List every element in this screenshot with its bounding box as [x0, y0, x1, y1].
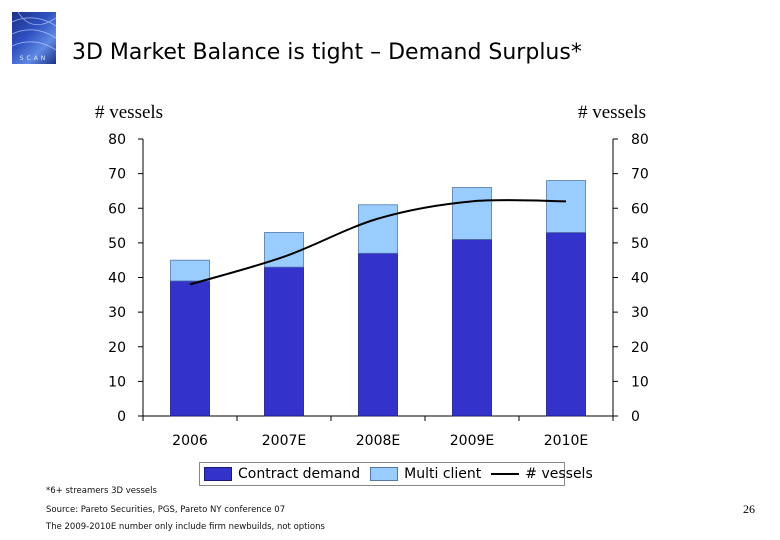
bar-multi-client	[170, 259, 210, 282]
x-tick-label: 2010E	[544, 433, 588, 449]
bar-multi-client	[358, 204, 398, 254]
x-tick-label: 2009E	[450, 433, 494, 449]
line-vessels	[189, 199, 567, 286]
legend-label-contract-demand: Contract demand	[238, 466, 361, 482]
bar-multi-client	[452, 187, 492, 240]
legend-line-vessels	[491, 473, 520, 475]
page-number: 26	[743, 502, 755, 516]
y-tick-label-left: 50	[108, 236, 126, 252]
y-tick-label-left: 10	[108, 374, 126, 390]
y-tick-label-left: 60	[108, 201, 126, 217]
logo-graphic	[12, 12, 56, 51]
y-tick-label-right: 80	[631, 132, 649, 148]
y-tick-label-right: 40	[631, 271, 649, 287]
y-tick-label-left: 40	[108, 271, 126, 287]
y-tick-label-left: 80	[108, 132, 126, 148]
chart-legend: Contract demand Multi client # vessels	[199, 462, 593, 486]
y-axis-right-title: # vessels	[578, 102, 647, 123]
y-axis-left-title: # vessels	[95, 102, 164, 123]
stacked-bar-chart: 0 0 10 10 20 20 30 30 40 40 50 50 60 60 70 70 80 80 2006 20…	[108, 132, 649, 449]
y-tick-label-right: 70	[631, 167, 649, 183]
source-note: Source: Pareto Securities, PGS, Pareto N…	[46, 505, 286, 515]
legend-item-multi-client: Multi client	[370, 466, 481, 482]
y-tick-label-right: 60	[631, 201, 649, 217]
bar-contract-demand	[452, 239, 492, 417]
slide-title: 3D Market Balance is tight – Demand Surp…	[72, 40, 582, 65]
bar-contract-demand	[546, 232, 586, 417]
bar-contract-demand	[264, 266, 304, 417]
legend-swatch-multi-client	[370, 467, 399, 481]
x-tick-label: 2008E	[356, 433, 400, 449]
logo-text: SCAN	[19, 55, 49, 62]
legend-label-multi-client: Multi client	[404, 466, 482, 482]
y-tick-label-left: 20	[108, 340, 126, 356]
bar-multi-client	[546, 180, 586, 233]
disclaimer-note: The 2009-2010E number only include firm …	[46, 522, 325, 532]
bar-contract-demand	[358, 252, 398, 417]
y-tick-label-right: 20	[631, 340, 649, 356]
company-logo: SCAN	[12, 12, 56, 64]
bar-contract-demand	[170, 280, 210, 417]
y-tick-label-left: 0	[117, 409, 126, 425]
legend-label-vessels: # vessels	[525, 466, 593, 482]
legend-item-vessels: # vessels	[491, 466, 593, 482]
y-tick-label-right: 0	[631, 409, 640, 425]
x-tick-label: 2006	[172, 433, 208, 449]
legend-item-contract-demand: Contract demand	[204, 466, 360, 482]
y-tick-label-left: 70	[108, 167, 126, 183]
y-tick-label-right: 10	[631, 374, 649, 390]
y-tick-label-left: 30	[108, 305, 126, 321]
y-tick-label-right: 50	[631, 236, 649, 252]
legend-swatch-contract-demand	[204, 467, 232, 481]
footnote: *6+ streamers 3D vessels	[46, 486, 157, 496]
x-tick-label: 2007E	[262, 433, 306, 449]
y-tick-label-right: 30	[631, 305, 649, 321]
